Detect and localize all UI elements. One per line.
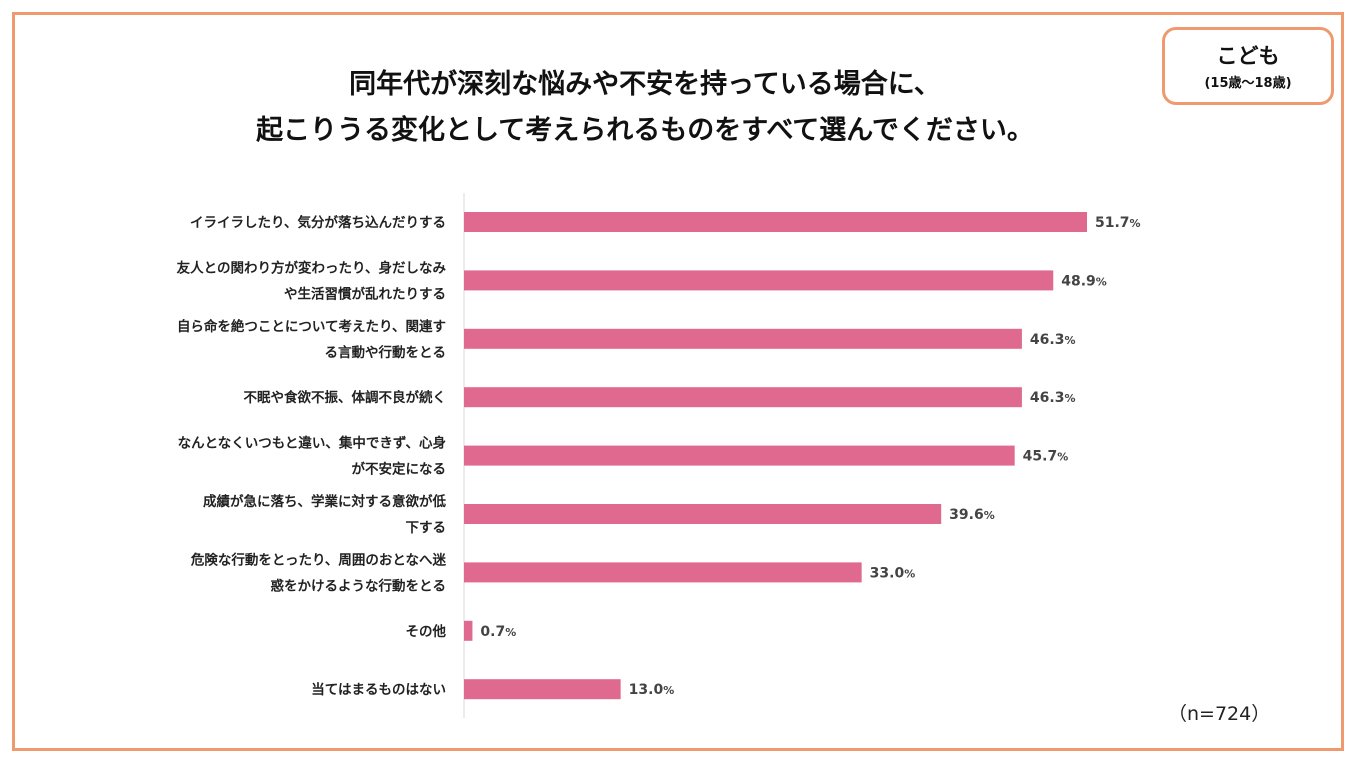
category-label-8: その他 [406,623,447,640]
chart-title-line-2: 起こりうる変化として考えられるものをすべて選んでください。 [256,115,1034,146]
category-label-9: 当てはまるものはない [311,681,446,698]
value-label-3: 46.3% [1030,332,1076,348]
chart-frame [12,12,1344,751]
bar-5 [464,445,1015,466]
bar-7 [464,562,862,583]
category-label-4: 不眠や食欲不振、体調不良が続く [244,389,447,406]
value-label-9: 13.0% [629,682,675,698]
value-label-5: 45.7% [1023,449,1069,465]
value-label-2: 48.9% [1061,273,1107,289]
bar-6 [464,504,942,524]
category-label-3-line-1: 自ら命を絶つことについて考えたり、関連す [177,318,446,335]
value-label-7: 33.0% [870,565,916,581]
bar-4 [464,387,1022,408]
value-label-4: 46.3% [1030,390,1076,406]
chart-title: 同年代が深刻な悩みや不安を持っている場合に、 起こりうる変化として考えられるもの… [180,62,1110,154]
bar-1 [464,212,1087,232]
category-label-2-line-1: 友人との関わり方が変わったり、身だしなみ [177,259,447,276]
category-label-1: イライラしたり、気分が落ち込んだりする [190,214,446,231]
value-label-8: 0.7% [480,624,516,640]
bar-8 [464,620,473,641]
category-label-5-line-2: が不安定になる [352,461,447,478]
bar-9 [464,679,621,700]
age-group-badge: こども (15歳～18歳) [1162,27,1334,105]
category-label-3-line-2: る言動や行動をとる [325,344,447,361]
badge-label: こども [1216,44,1280,68]
badge-sublabel: (15歳～18歳) [1204,76,1292,91]
category-label-6-line-1: 成績が急に落ち、学業に対する意欲が低 [203,493,446,510]
bar-2 [464,270,1054,291]
value-label-1: 51.7% [1095,215,1141,231]
value-label-6: 39.6% [949,507,995,523]
category-label-6-line-2: 下する [406,520,447,536]
bar-3 [464,328,1022,349]
category-label-7-line-1: 危険な行動をとったり、周囲のおとなへ迷 [190,551,447,568]
category-label-2-line-2: や生活習慣が乱れたりする [284,285,446,302]
category-label-7-line-2: 惑をかけるような行動をとる [271,577,447,594]
sample-size-note: （n=724） [1168,703,1271,725]
chart-title-line-1: 同年代が深刻な悩みや不安を持っている場合に、 [349,69,941,100]
category-label-5-line-1: なんとなくいつもと違い、集中できず、心身 [178,435,447,452]
